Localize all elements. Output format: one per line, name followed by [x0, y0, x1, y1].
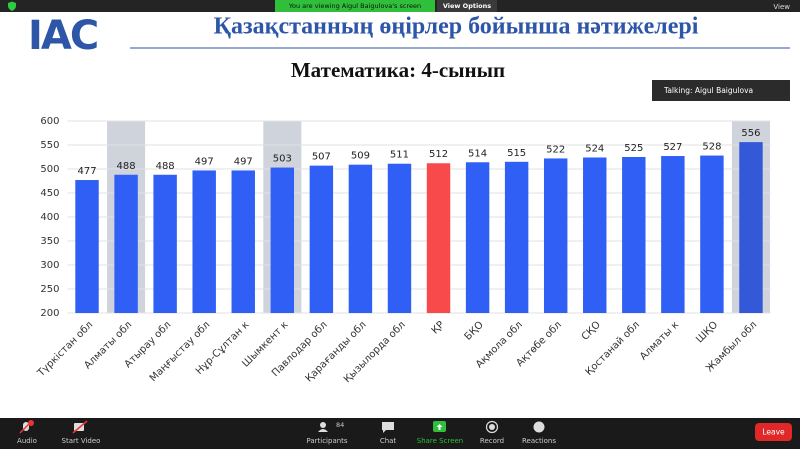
view-options[interactable] [437, 0, 497, 12]
chat-label[interactable]: Chat [380, 437, 397, 445]
bar [661, 156, 685, 313]
bar [387, 163, 412, 313]
bar [739, 142, 763, 313]
view-text[interactable]: View [773, 3, 790, 11]
leave-button[interactable] [755, 423, 792, 441]
bar [309, 165, 334, 313]
bar [504, 161, 529, 313]
video-slash[interactable] [72, 420, 88, 434]
value-label: 488 [117, 161, 136, 172]
bar [622, 157, 646, 313]
participants-icon[interactable] [320, 422, 326, 428]
value-label: 488 [156, 161, 175, 172]
reactions-label[interactable]: Reactions [522, 437, 556, 445]
record-dot[interactable] [489, 424, 495, 430]
bar [426, 163, 451, 313]
share-arrow[interactable] [436, 424, 443, 430]
bar [114, 174, 138, 313]
bar [270, 167, 295, 313]
bar [75, 180, 99, 313]
bar [153, 174, 177, 313]
value-label: 507 [312, 152, 331, 163]
bar [348, 164, 373, 313]
y-tick-label: 350 [40, 236, 59, 247]
value-label: 511 [390, 150, 409, 161]
banner [275, 0, 435, 12]
bar [231, 170, 255, 313]
y-tick-label: 600 [40, 116, 59, 127]
banner-text: You are viewing Aigul Baigulova's screen [288, 2, 421, 10]
y-tick-label: 250 [40, 284, 59, 295]
value-label: 525 [624, 143, 643, 154]
record-label[interactable]: Record [480, 437, 504, 445]
value-label: 497 [234, 156, 253, 167]
slide-title: Қазақстанның өңірлер бойынша нәтижелері [214, 14, 699, 40]
bar [465, 162, 490, 313]
y-tick-label: 450 [40, 188, 59, 199]
value-label: 503 [273, 154, 292, 165]
badge [28, 420, 34, 426]
audio-button[interactable] [19, 420, 34, 434]
bar [700, 155, 724, 313]
value-label: 528 [702, 142, 721, 153]
reactions-icon[interactable] [533, 421, 545, 433]
participants-icon[interactable] [318, 429, 328, 432]
video-label[interactable]: Start Video [62, 437, 101, 445]
value-label: 497 [195, 156, 214, 167]
view-options-text[interactable]: View Options [443, 2, 491, 10]
logo: IAC [28, 13, 97, 59]
y-tick-label: 200 [40, 308, 59, 319]
shield-icon [8, 1, 16, 11]
value-label: 509 [351, 151, 370, 162]
video-button[interactable] [72, 420, 88, 434]
value-label: 527 [663, 142, 682, 153]
value-label: 524 [585, 143, 604, 154]
y-tick-label: 300 [40, 260, 59, 271]
value-label: 522 [546, 144, 565, 155]
y-tick-label: 550 [40, 140, 59, 151]
participants-label[interactable]: Participants [306, 437, 347, 445]
talking-box [652, 80, 790, 101]
audio-label[interactable]: Audio [17, 437, 37, 445]
bar [192, 170, 216, 313]
value-label: 514 [468, 148, 487, 159]
y-tick-label: 500 [40, 164, 59, 175]
bar [583, 157, 607, 313]
talking-text: Talking: Aigul Baigulova [663, 86, 753, 95]
bar [543, 158, 568, 313]
chat-icon[interactable] [382, 422, 394, 433]
chart-title: Математика: 4-сынып [291, 58, 505, 82]
share-label[interactable]: Share Screen [417, 437, 464, 445]
y-tick-label: 400 [40, 212, 59, 223]
toolbar [0, 418, 800, 449]
leave-label[interactable]: Leave [762, 428, 785, 437]
value-label: 477 [77, 166, 96, 177]
record-icon[interactable] [485, 420, 499, 434]
value-label: 512 [429, 149, 448, 160]
participant-count: 84 [336, 421, 344, 429]
value-label: 556 [741, 128, 760, 139]
value-label: 515 [507, 148, 526, 159]
